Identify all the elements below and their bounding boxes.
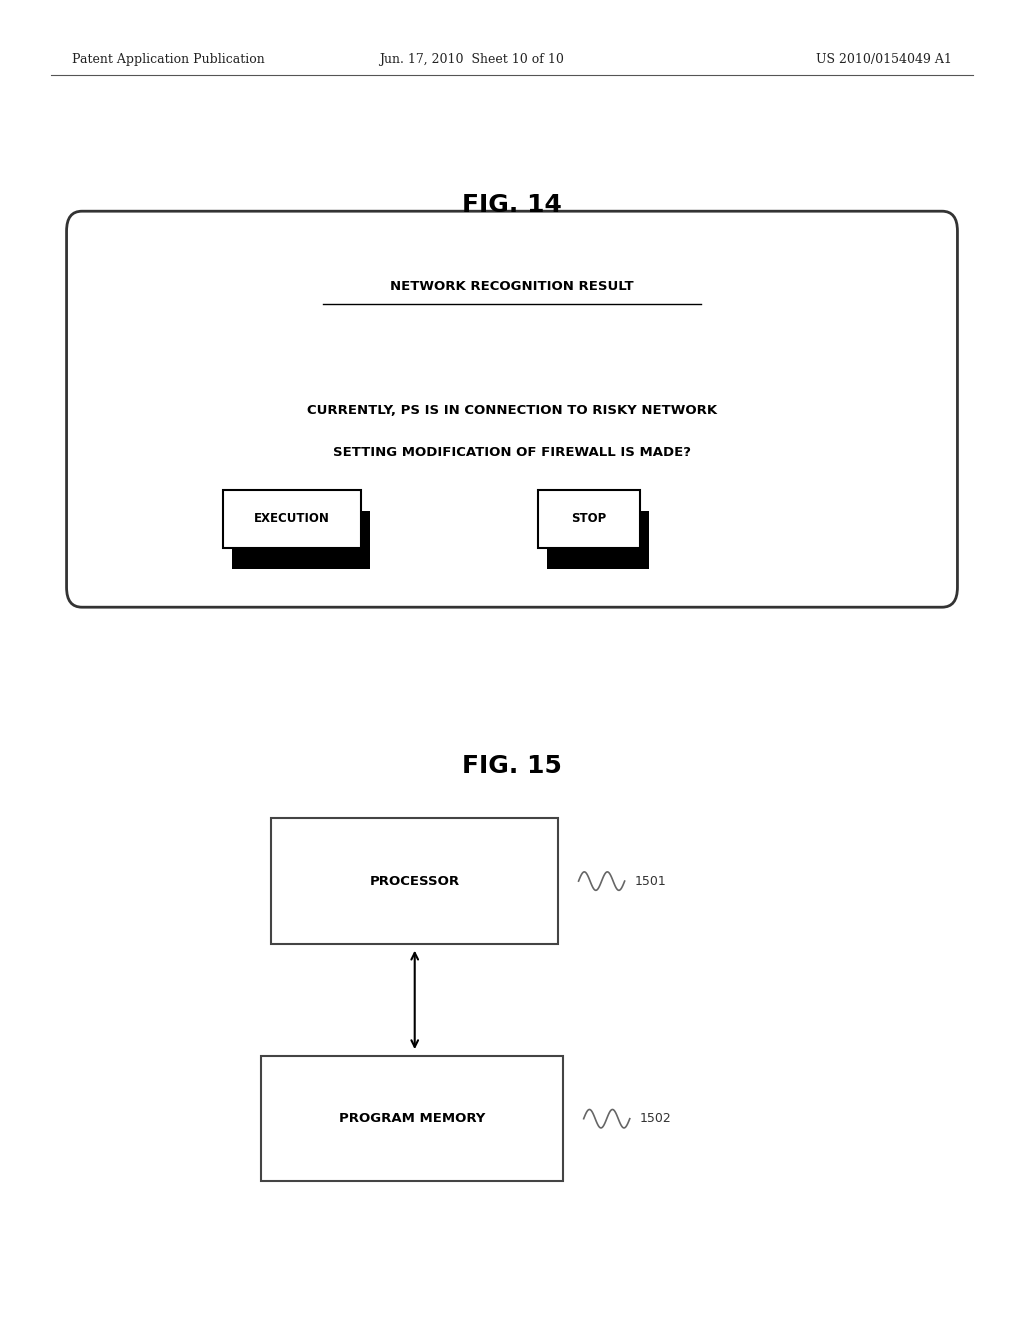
Text: 1502: 1502 (640, 1113, 672, 1125)
Text: FIG. 15: FIG. 15 (462, 754, 562, 777)
Text: EXECUTION: EXECUTION (254, 512, 330, 525)
Bar (271, 818, 558, 944)
Text: PROCESSOR: PROCESSOR (370, 875, 460, 887)
Text: CURRENTLY, PS IS IN CONNECTION TO RISKY NETWORK: CURRENTLY, PS IS IN CONNECTION TO RISKY … (307, 404, 717, 417)
Bar (261, 1056, 563, 1181)
Bar (547, 511, 649, 569)
Text: STOP: STOP (571, 512, 606, 525)
FancyBboxPatch shape (67, 211, 957, 607)
Text: SETTING MODIFICATION OF FIREWALL IS MADE?: SETTING MODIFICATION OF FIREWALL IS MADE… (333, 446, 691, 459)
Text: Jun. 17, 2010  Sheet 10 of 10: Jun. 17, 2010 Sheet 10 of 10 (379, 53, 563, 66)
Bar (222, 490, 360, 548)
Bar (538, 490, 640, 548)
Text: Patent Application Publication: Patent Application Publication (72, 53, 264, 66)
Text: PROGRAM MEMORY: PROGRAM MEMORY (339, 1113, 485, 1125)
Bar (231, 511, 371, 569)
Text: NETWORK RECOGNITION RESULT: NETWORK RECOGNITION RESULT (390, 280, 634, 293)
Text: US 2010/0154049 A1: US 2010/0154049 A1 (816, 53, 952, 66)
Text: 1501: 1501 (635, 875, 667, 887)
Text: FIG. 14: FIG. 14 (462, 193, 562, 216)
